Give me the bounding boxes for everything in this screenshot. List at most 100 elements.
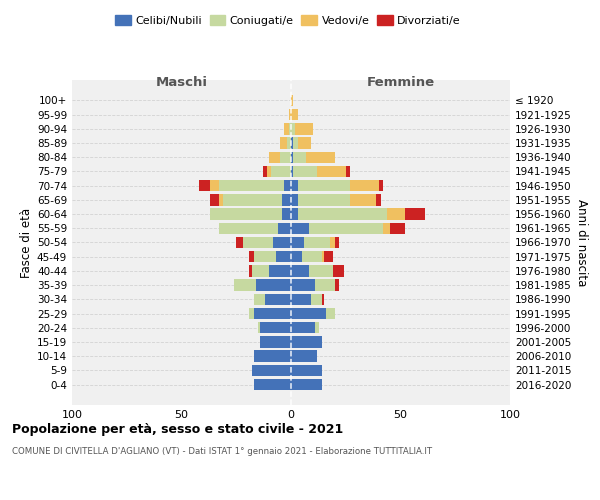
Bar	[383, 222, 389, 234]
Bar	[263, 166, 267, 177]
Text: Popolazione per età, sesso e stato civile - 2021: Popolazione per età, sesso e stato civil…	[12, 422, 343, 436]
Bar	[210, 180, 219, 192]
Bar	[291, 194, 298, 205]
Bar	[291, 280, 315, 291]
Bar	[335, 280, 339, 291]
Bar	[260, 322, 291, 334]
Bar	[291, 294, 311, 305]
Bar	[332, 265, 344, 276]
Bar	[254, 294, 265, 305]
Bar	[250, 251, 254, 262]
Bar	[291, 336, 322, 347]
Bar	[282, 208, 291, 220]
Bar	[291, 208, 298, 220]
Bar	[254, 251, 275, 262]
Bar	[326, 308, 335, 319]
Bar	[291, 109, 298, 120]
Bar	[250, 308, 254, 319]
Bar	[219, 194, 223, 205]
Bar	[265, 294, 291, 305]
Bar	[291, 222, 308, 234]
Bar	[298, 208, 388, 220]
Bar	[293, 152, 307, 163]
Bar	[307, 152, 335, 163]
Bar	[287, 138, 291, 148]
Bar	[291, 95, 293, 106]
Bar	[289, 109, 291, 120]
Bar	[254, 308, 291, 319]
Bar	[389, 222, 405, 234]
Bar	[291, 265, 308, 276]
Bar	[271, 166, 291, 177]
Bar	[250, 265, 251, 276]
Bar	[258, 322, 260, 334]
Bar	[199, 180, 210, 192]
Bar	[317, 166, 346, 177]
Bar	[256, 280, 291, 291]
Bar	[234, 280, 256, 291]
Bar	[293, 138, 298, 148]
Legend: Celibi/Nubili, Coniugati/e, Vedovi/e, Divorziati/e: Celibi/Nubili, Coniugati/e, Vedovi/e, Di…	[111, 10, 465, 30]
Bar	[275, 251, 291, 262]
Bar	[282, 194, 291, 205]
Text: COMUNE DI CIVITELLA D'AGLIANO (VT) - Dati ISTAT 1° gennaio 2021 - Elaborazione T: COMUNE DI CIVITELLA D'AGLIANO (VT) - Dat…	[12, 448, 432, 456]
Bar	[291, 180, 298, 192]
Bar	[388, 208, 405, 220]
Bar	[219, 222, 278, 234]
Bar	[346, 166, 350, 177]
Bar	[350, 194, 376, 205]
Bar	[267, 166, 271, 177]
Bar	[302, 251, 322, 262]
Bar	[331, 237, 335, 248]
Bar	[219, 180, 284, 192]
Bar	[284, 123, 289, 134]
Bar	[311, 294, 322, 305]
Bar	[289, 123, 291, 134]
Bar	[284, 180, 291, 192]
Bar	[274, 237, 291, 248]
Bar	[295, 123, 313, 134]
Bar	[223, 194, 282, 205]
Bar	[335, 237, 339, 248]
Bar	[322, 294, 324, 305]
Bar	[280, 152, 291, 163]
Bar	[298, 180, 350, 192]
Bar	[269, 265, 291, 276]
Bar	[298, 194, 350, 205]
Bar	[254, 379, 291, 390]
Bar	[251, 364, 291, 376]
Bar	[291, 350, 317, 362]
Bar	[243, 237, 274, 248]
Bar	[280, 138, 287, 148]
Bar	[210, 208, 282, 220]
Bar	[260, 336, 291, 347]
Bar	[308, 265, 332, 276]
Bar	[376, 194, 381, 205]
Bar	[251, 265, 269, 276]
Bar	[236, 237, 243, 248]
Bar	[291, 166, 293, 177]
Bar	[291, 123, 295, 134]
Bar	[304, 237, 331, 248]
Bar	[308, 222, 383, 234]
Bar	[291, 251, 302, 262]
Bar	[350, 180, 379, 192]
Bar	[291, 138, 293, 148]
Bar	[298, 138, 311, 148]
Text: Femmine: Femmine	[367, 76, 434, 89]
Bar	[379, 180, 383, 192]
Bar	[254, 350, 291, 362]
Y-axis label: Fasce di età: Fasce di età	[20, 208, 33, 278]
Bar	[291, 237, 304, 248]
Bar	[291, 322, 315, 334]
Text: Maschi: Maschi	[155, 76, 208, 89]
Y-axis label: Anni di nascita: Anni di nascita	[575, 199, 588, 286]
Bar	[291, 364, 322, 376]
Bar	[278, 222, 291, 234]
Bar	[405, 208, 425, 220]
Bar	[291, 308, 326, 319]
Bar	[315, 322, 319, 334]
Bar	[324, 251, 332, 262]
Bar	[322, 251, 324, 262]
Bar	[291, 152, 293, 163]
